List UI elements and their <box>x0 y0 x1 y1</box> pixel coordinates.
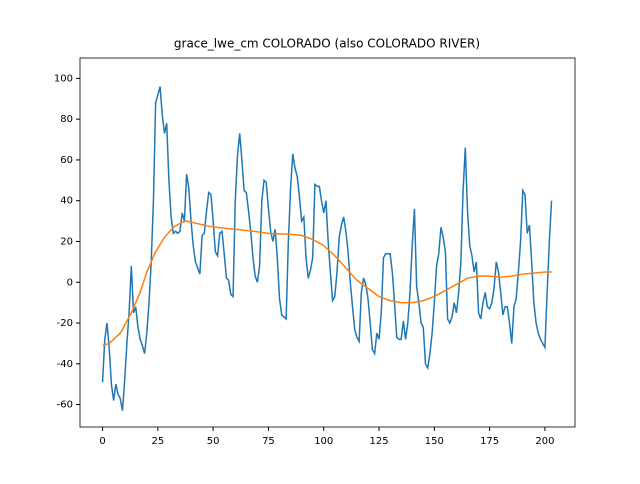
y-tick-label: 20 <box>60 236 73 247</box>
y-tick-label: 100 <box>54 73 73 84</box>
x-tick-label: 50 <box>207 436 220 447</box>
x-tick-label: 175 <box>480 436 499 447</box>
chart-title: grace_lwe_cm COLORADO (also COLORADO RIV… <box>174 37 480 51</box>
line-series <box>102 220 552 347</box>
x-tick-label: 0 <box>99 436 105 447</box>
y-tick-label: -60 <box>57 400 73 411</box>
x-tick-label: 150 <box>425 436 444 447</box>
y-tick-label: 0 <box>67 277 73 288</box>
line-series <box>101 86 553 411</box>
y-tick-label: 60 <box>60 155 73 166</box>
x-tick-label: 75 <box>262 436 275 447</box>
x-tick-label: 200 <box>535 436 554 447</box>
y-tick-label: 40 <box>60 196 73 207</box>
y-tick-label: -20 <box>57 318 73 329</box>
plot-frame <box>79 57 576 428</box>
x-tick-label: 125 <box>369 436 388 447</box>
x-tick-label: 100 <box>314 436 333 447</box>
y-tick-label: -40 <box>57 359 73 370</box>
x-tick-label: 25 <box>151 436 164 447</box>
y-tick-label: 80 <box>60 114 73 125</box>
